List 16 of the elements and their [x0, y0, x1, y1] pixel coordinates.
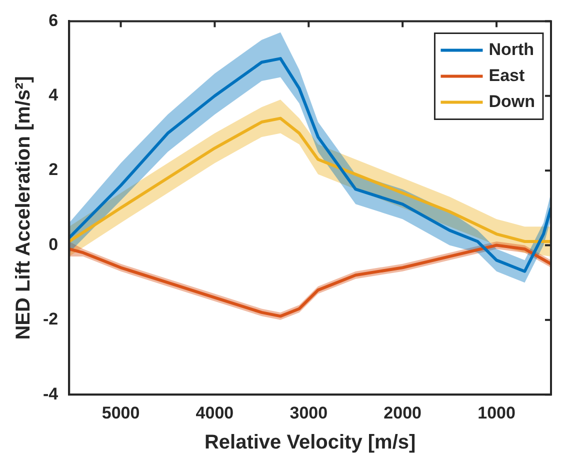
y-tick-label: 6: [48, 10, 58, 30]
y-tick-label: 2: [48, 160, 58, 180]
legend-label: East: [488, 66, 525, 85]
x-tick-label: 5000: [102, 403, 140, 422]
legend-label: North: [488, 40, 534, 59]
x-tick-label: 2000: [384, 403, 422, 422]
x-tick-label: 4000: [196, 403, 234, 422]
x-tick-label: 3000: [290, 403, 328, 422]
y-tick-label: 0: [48, 234, 58, 254]
y-tick-label: 4: [48, 86, 59, 105]
legend-label: Down: [488, 92, 536, 111]
y-tick-label: -4: [42, 384, 59, 404]
y-axis-title: NED Lift Acceleration [m/s²]: [12, 76, 35, 340]
x-axis-title: Relative Velocity [m/s]: [204, 432, 416, 454]
x-tick-label: 1000: [478, 403, 516, 422]
y-tick-label: -2: [42, 310, 58, 329]
